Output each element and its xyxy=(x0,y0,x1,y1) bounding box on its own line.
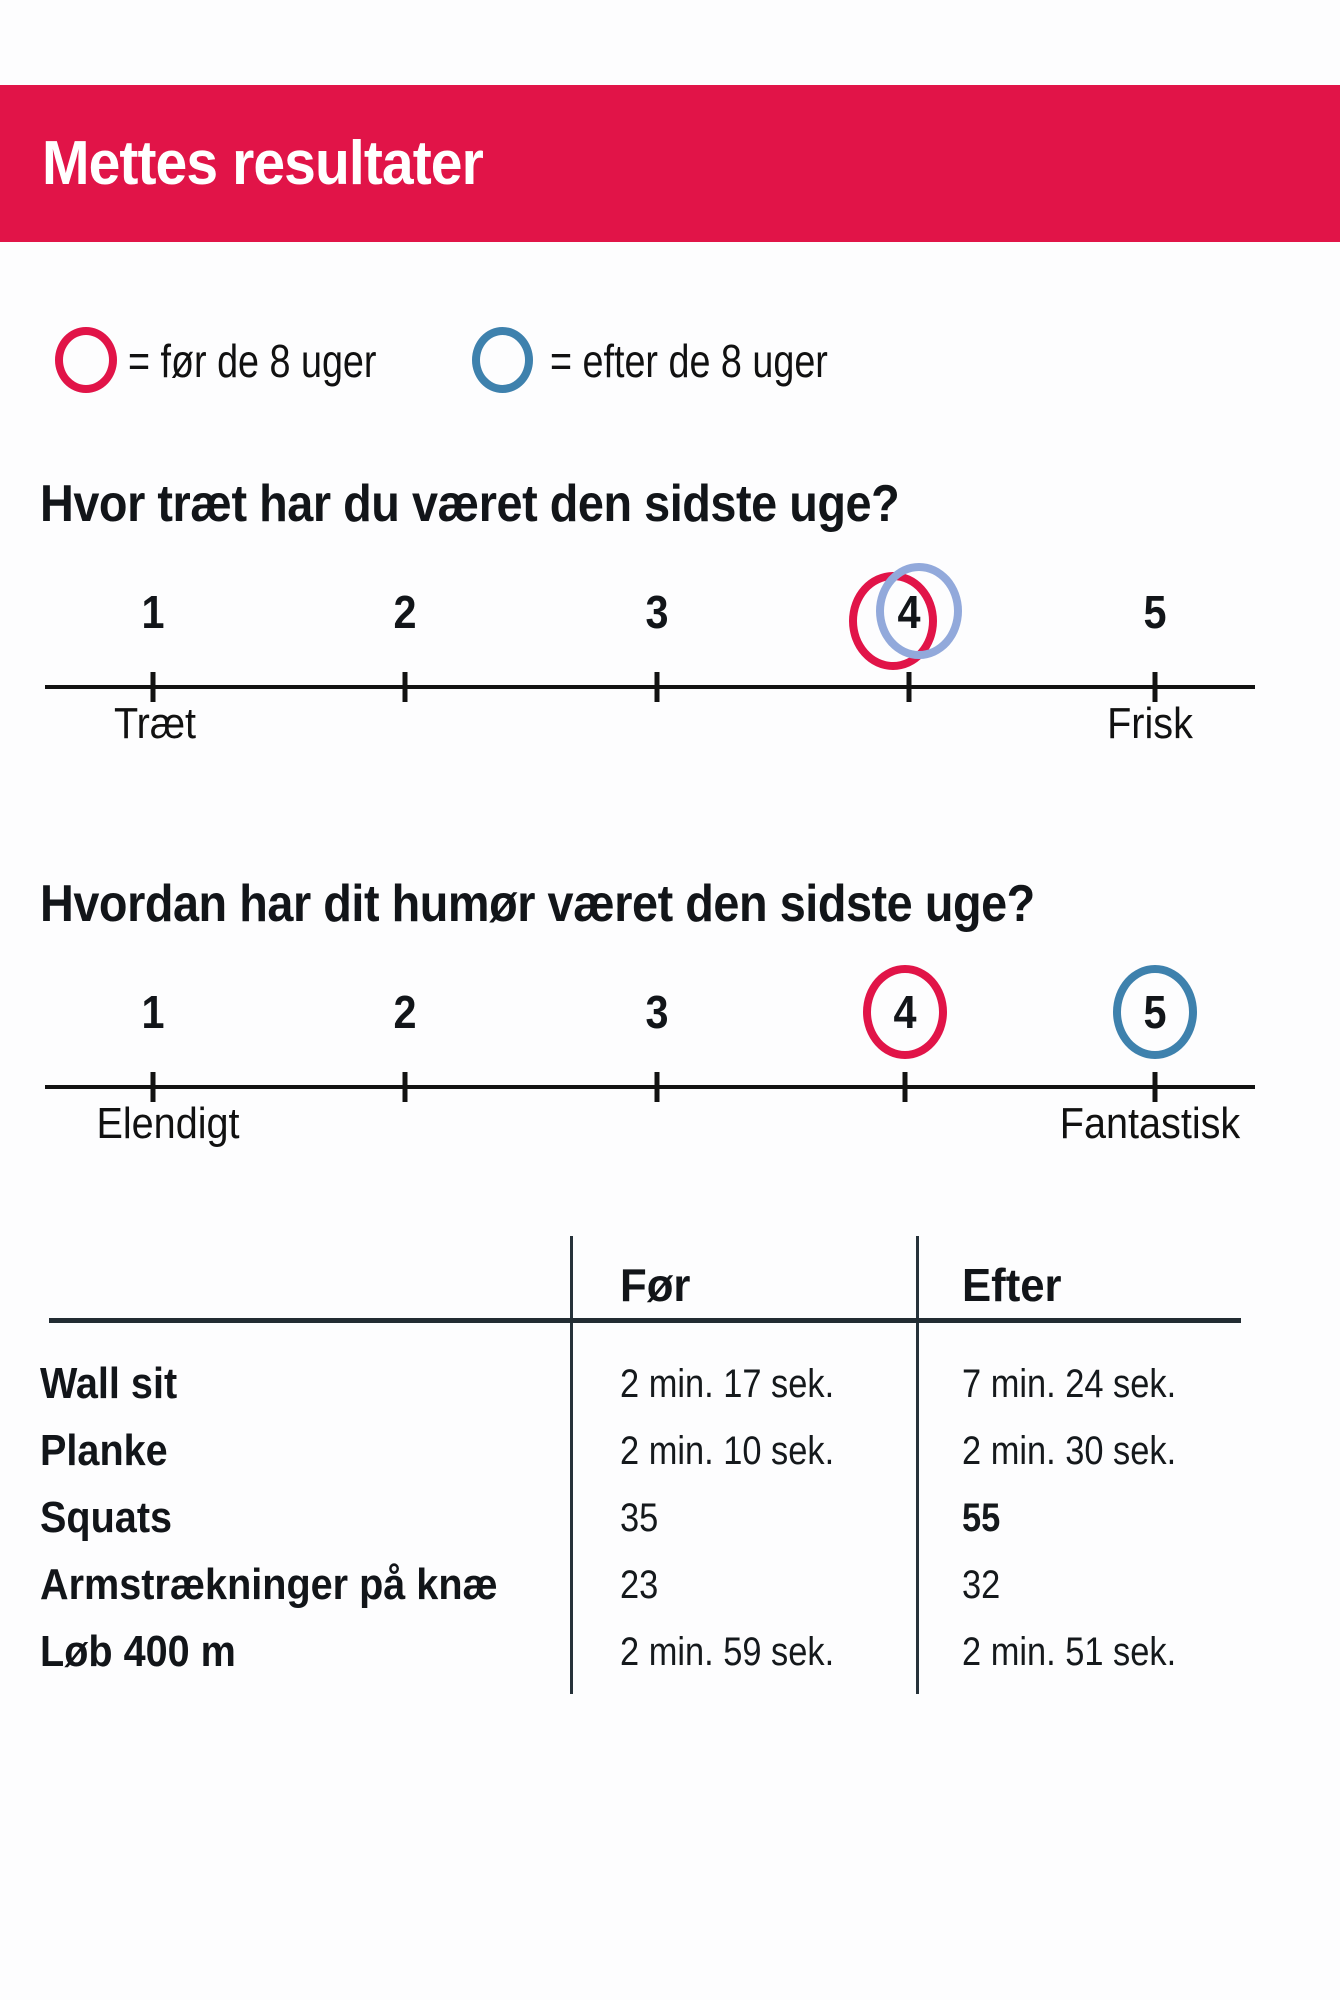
table-column-header-before: Før xyxy=(620,1259,691,1311)
scale2-right-label: Fantastisk xyxy=(1059,1099,1241,1148)
table-divider-vertical-1 xyxy=(570,1236,573,1694)
table-cell-before: 2 min. 59 sek. xyxy=(620,1630,835,1674)
table-cell-before: 2 min. 17 sek. xyxy=(620,1362,835,1406)
table-row-label: Armstrækninger på knæ xyxy=(40,1560,498,1609)
table-divider-vertical-2 xyxy=(916,1236,919,1694)
table-cell-after: 32 xyxy=(962,1563,1001,1607)
table-cell-after: 2 min. 30 sek. xyxy=(962,1429,1177,1473)
scale1-tick-2 xyxy=(402,672,408,702)
table-cell-before: 35 xyxy=(620,1496,659,1540)
table-cell-before: 2 min. 10 sek. xyxy=(620,1429,835,1473)
scale2-tick-label-4: 4 xyxy=(893,986,917,1038)
scale2-before-marker-circle-icon xyxy=(863,965,947,1059)
scale2-tick-3 xyxy=(654,1072,660,1102)
scale1-tick-label-2: 2 xyxy=(393,586,417,638)
table-row-label: Løb 400 m xyxy=(40,1627,236,1676)
scale1-tick-label-1: 1 xyxy=(141,586,165,638)
scale2-tick-1 xyxy=(150,1072,156,1102)
scale1-tick-1 xyxy=(150,672,156,702)
scale1-tick-3 xyxy=(654,672,660,702)
scale1-tick-4 xyxy=(906,672,912,702)
scale2-tick-label-2: 2 xyxy=(393,986,417,1038)
scale2-tick-label-5: 5 xyxy=(1143,986,1167,1038)
scale1-right-label: Frisk xyxy=(1107,699,1193,748)
table-row-label: Squats xyxy=(40,1493,173,1542)
scale2-axis-line xyxy=(45,1085,1255,1089)
scale2-tick-2 xyxy=(402,1072,408,1102)
scale1-tick-label-5: 5 xyxy=(1143,586,1167,638)
scale1-tick-label-3: 3 xyxy=(645,586,669,638)
table-cell-after: 55 xyxy=(962,1496,1001,1540)
page-title: Mettes resultater xyxy=(42,128,484,198)
table-cell-before: 23 xyxy=(620,1563,659,1607)
scale2-tick-5 xyxy=(1152,1072,1158,1102)
scale2-tick-4 xyxy=(902,1072,908,1102)
table-column-header-after: Efter xyxy=(962,1259,1062,1311)
table-row-label: Wall sit xyxy=(40,1359,178,1408)
scale1-left-label: Træt xyxy=(113,699,197,748)
scale1-after-marker-circle-icon xyxy=(876,563,962,659)
legend-after-circle-icon xyxy=(472,327,533,393)
question2-heading: Hvordan har dit humør været den sidste u… xyxy=(40,875,1035,933)
table-cell-after: 7 min. 24 sek. xyxy=(962,1362,1177,1406)
legend-before-circle-icon xyxy=(55,327,117,393)
scale2-tick-label-1: 1 xyxy=(141,986,165,1038)
scale1-tick-label-4: 4 xyxy=(897,586,921,638)
table-cell-after: 2 min. 51 sek. xyxy=(962,1630,1177,1674)
scale1-axis-line xyxy=(45,685,1255,689)
legend-before-label: = før de 8 uger xyxy=(128,335,377,387)
table-row-label: Planke xyxy=(40,1426,168,1475)
scale2-after-marker-circle-icon xyxy=(1113,965,1197,1059)
scale2-tick-label-3: 3 xyxy=(645,986,669,1038)
legend-after-label: = efter de 8 uger xyxy=(550,335,828,387)
table-header-rule xyxy=(49,1318,1241,1323)
scale2-left-label: Elendigt xyxy=(96,1099,240,1148)
scale1-tick-5 xyxy=(1152,672,1158,702)
header-bar: Mettes resultater xyxy=(0,85,1340,242)
question1-heading: Hvor træt har du været den sidste uge? xyxy=(40,475,900,533)
